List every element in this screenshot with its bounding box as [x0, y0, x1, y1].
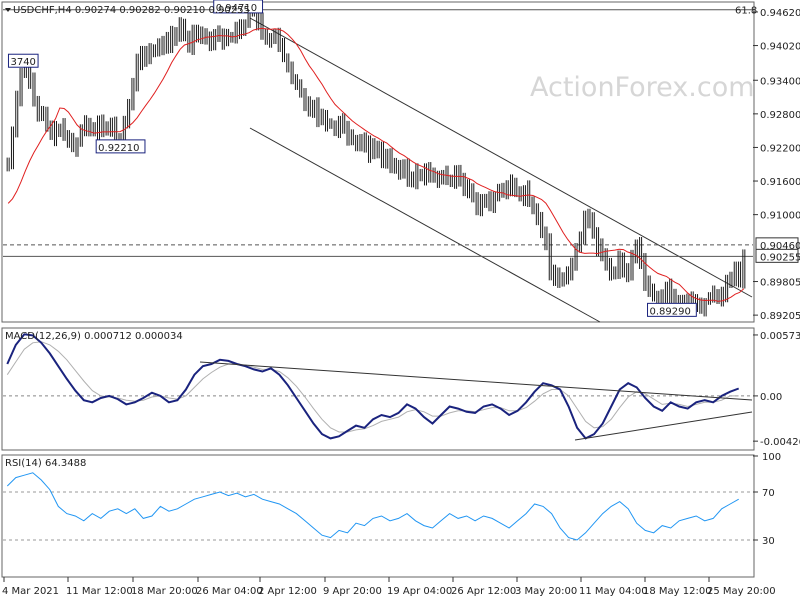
price-tick-label: 0.91000: [760, 211, 800, 222]
macd-title: MACD(12,26,9) 0.000712 0.000034: [5, 331, 183, 342]
price-tick-label: 0.89205: [760, 311, 800, 322]
macd-support-line: [574, 411, 753, 441]
macd-tick-label: 0.00: [760, 392, 782, 403]
x-tick-label: 25 May 20:00: [707, 586, 776, 597]
price-tick-label: 0.90255: [760, 252, 800, 263]
macd-tick-label: 0.005739: [760, 331, 800, 342]
price-tick-label: 0.93400: [760, 76, 800, 87]
x-tick-label: 11 Mar 12:00: [66, 586, 133, 597]
macd-panel-frame: [1, 327, 755, 451]
annotation-box: [7, 53, 39, 68]
annotation-label: 61.8: [735, 6, 757, 17]
x-tick-label: 26 Apr 12:00: [451, 586, 516, 597]
channel-lower-line: [249, 127, 601, 323]
rsi-tick-label: 70: [762, 488, 775, 499]
rsi-line: [6, 472, 739, 541]
price-tick-label: 0.90460: [760, 241, 800, 252]
rsi-panel-frame: [1, 454, 755, 578]
rsi-layer: [3, 472, 753, 541]
annotation-label: 0.94710: [216, 3, 257, 14]
x-tick-label: 11 May 04:00: [579, 586, 648, 597]
signal-line: [6, 341, 739, 433]
rsi-title: RSI(14) 64.3488: [5, 458, 86, 469]
annotation-box: [647, 302, 697, 317]
rsi-tick-label: 100: [762, 452, 781, 463]
x-tick-label: 4 Mar 2021: [2, 586, 59, 597]
price-tick-label: 0.94620: [760, 8, 800, 19]
rsi-tick-label: 30: [762, 536, 775, 547]
macd-line: [6, 333, 740, 440]
annotation-box: [213, 0, 264, 14]
x-tick-label: 26 Mar 04:00: [196, 586, 263, 597]
macd-tick-label: -0.004261: [760, 437, 800, 448]
annotation-box: [95, 139, 146, 154]
dropdown-triangle-icon[interactable]: [5, 8, 11, 12]
annotation-label: 0.89290: [650, 306, 691, 317]
x-tick-label: 9 Apr 20:00: [323, 586, 382, 597]
x-tick-label: 18 Mar 20:00: [131, 586, 198, 597]
x-tick-label: 18 May 12:00: [643, 586, 712, 597]
price-tick-label: 0.89805: [760, 278, 800, 289]
channel-upper-line: [249, 17, 753, 298]
x-tick-label: 2 Apr 12:00: [258, 586, 317, 597]
price-tick-label: 0.92800: [760, 110, 800, 121]
annotation-label: 3740: [10, 57, 35, 68]
x-tick-label: 19 Apr 04:00: [387, 586, 452, 597]
price-title: USDCHF,H4 0.90274 0.90282 0.90210 0.9025…: [5, 5, 250, 16]
macd-layer: [3, 333, 753, 441]
x-tick-label: 3 May 20:00: [515, 586, 577, 597]
price-tag-box: [755, 248, 799, 263]
axis-layer: 0.94620 0.94020 0.93400 0.92800 0.92200 0.916…: [2, 8, 800, 597]
price-title-text: USDCHF,H4 0.90274 0.90282 0.90210 0.9025…: [13, 5, 250, 16]
price-tick-label: 0.92200: [760, 143, 800, 154]
moving-average-line: [7, 27, 745, 302]
watermark: ActionForex.com: [530, 72, 755, 103]
price-tick-label: 0.91600: [760, 177, 800, 188]
price-tick-label: 0.94020: [760, 42, 800, 53]
price-layer: 0.94710 3740 0.92210 0.89290 61.8: [3, 0, 757, 323]
annotation-label: 0.92210: [98, 143, 139, 154]
price-panel-frame: [1, 1, 755, 323]
macd-resistance-line: [199, 361, 753, 401]
